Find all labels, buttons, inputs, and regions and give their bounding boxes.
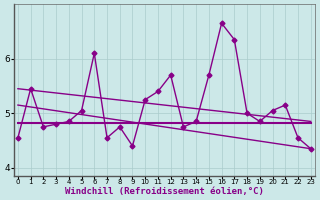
X-axis label: Windchill (Refroidissement éolien,°C): Windchill (Refroidissement éolien,°C) <box>65 187 264 196</box>
